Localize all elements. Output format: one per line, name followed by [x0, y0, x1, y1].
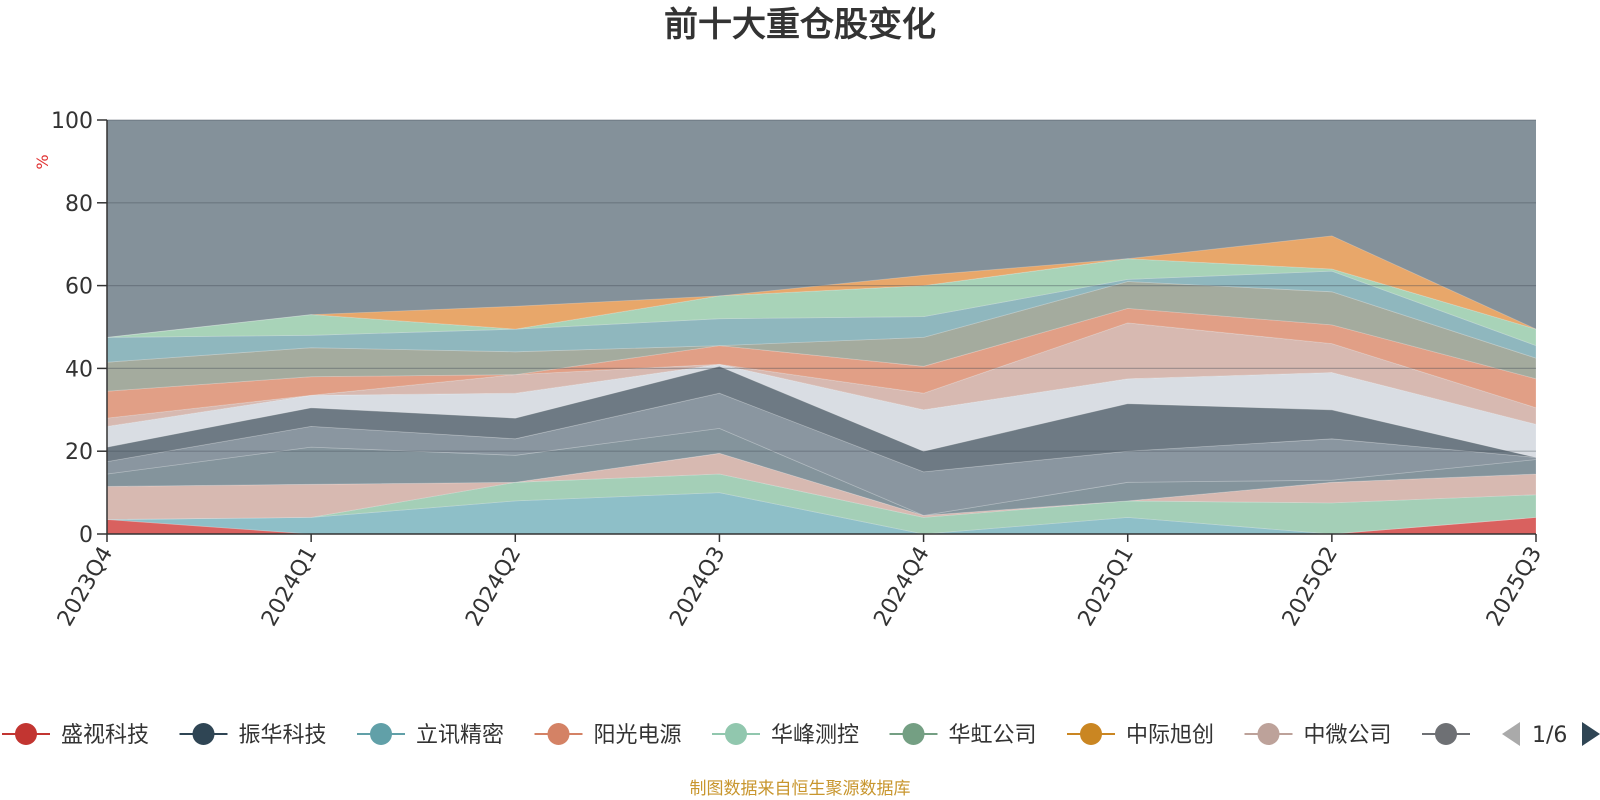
- legend-marker-icon: [902, 723, 925, 745]
- y-axis-unit: %: [33, 154, 52, 169]
- y-tick-label: 80: [65, 192, 93, 217]
- legend-marker-icon: [547, 723, 570, 745]
- legend-label: 中际旭创: [1126, 723, 1214, 748]
- axes: [106, 120, 1536, 535]
- x-tick-label: 2025Q2: [1278, 543, 1343, 631]
- data-source-note: 制图数据来自恒生聚源数据库: [690, 779, 911, 799]
- legend-label: 振华科技: [239, 723, 327, 748]
- legend-next-icon[interactable]: [1582, 722, 1600, 746]
- legend-page-indicator: 1/6: [1532, 723, 1567, 748]
- legend-item[interactable]: 立讯精密: [357, 723, 504, 748]
- chart-title: 前十大重仓股变化: [664, 5, 936, 45]
- gridlines: [107, 119, 1536, 452]
- area-layer-14: [106, 235, 1537, 338]
- y-tick-label: 0: [79, 523, 93, 548]
- legend-item[interactable]: 中微公司: [1244, 723, 1392, 748]
- x-axis-ticks: 2023Q4 2024Q1 2024Q2 2024Q3 2024Q4 2025Q1 2025…: [53, 534, 1547, 631]
- legend-prev-icon[interactable]: [1502, 722, 1520, 746]
- y-tick-label: 20: [65, 440, 93, 465]
- x-tick-label: 2024Q3: [665, 543, 730, 631]
- legend-marker-icon: [1435, 723, 1457, 745]
- x-tick-label: 2025Q3: [1482, 543, 1547, 631]
- y-tick-label: 40: [65, 357, 93, 382]
- legend-label: 立讯精密: [416, 723, 504, 748]
- y-tick-label: 100: [51, 109, 93, 134]
- x-tick-label: 2024Q2: [461, 543, 526, 631]
- legend-marker-icon: [1257, 723, 1280, 745]
- legend-item[interactable]: 华峰测控: [712, 723, 859, 748]
- legend-marker-icon: [15, 723, 37, 745]
- legend-marker-icon: [192, 723, 215, 745]
- legend-label: 华峰测控: [771, 723, 859, 748]
- legend-label: 盛视科技: [61, 723, 149, 748]
- legend-marker-icon: [1080, 723, 1102, 745]
- legend-label: 阳光电源: [594, 723, 682, 748]
- legend-pager: 1/6: [1502, 722, 1600, 748]
- legend: 盛视科技 振华科技 立讯精密 阳光电源 华峰测控 华虹公司 中际旭创 中微公司: [2, 723, 1470, 748]
- legend-label: 华虹公司: [949, 723, 1037, 748]
- legend-item[interactable]: 阳光电源: [534, 723, 682, 748]
- x-tick-label: 2023Q4: [53, 543, 118, 631]
- stacked-areas: [106, 235, 1537, 535]
- area-layer-9: [106, 322, 1537, 427]
- area-layer-7: [106, 365, 1537, 473]
- legend-item[interactable]: 振华科技: [179, 723, 327, 748]
- legend-marker-icon: [725, 723, 747, 745]
- legend-item[interactable]: 盛视科技: [2, 723, 149, 748]
- legend-item[interactable]: 华虹公司: [889, 723, 1037, 748]
- y-axis-ticks: 0 20 40 60 80 100: [51, 109, 107, 548]
- legend-marker-icon: [370, 723, 392, 745]
- x-tick-label: 2025Q1: [1074, 543, 1139, 631]
- area-layer-5: [106, 427, 1537, 516]
- y-tick-label: 60: [65, 275, 93, 300]
- legend-label: 中微公司: [1304, 723, 1392, 748]
- x-tick-label: 2024Q4: [869, 543, 934, 631]
- x-tick-label: 2024Q1: [257, 543, 322, 631]
- area-layer-4: [106, 452, 1537, 520]
- legend-item[interactable]: 中际旭创: [1067, 723, 1214, 748]
- legend-item[interactable]: [1422, 723, 1470, 745]
